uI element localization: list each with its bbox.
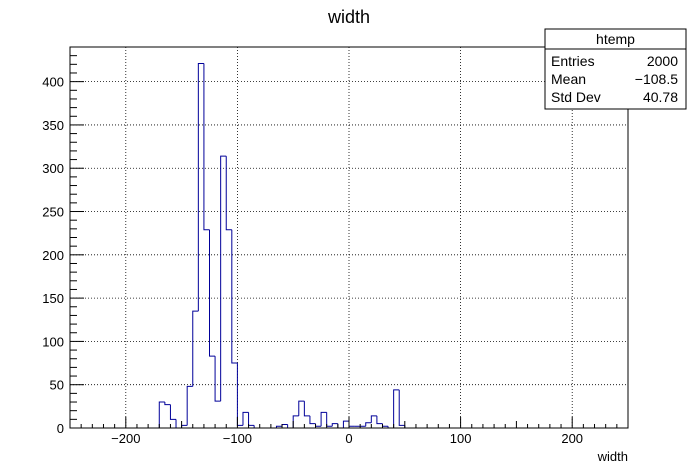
histogram-series xyxy=(158,62,406,429)
x-tick-label-0: −200 xyxy=(111,431,140,446)
y-tick-label-2: 100 xyxy=(42,334,64,349)
histogram-bin-42 xyxy=(393,389,400,428)
histogram-bin-0 xyxy=(158,401,165,428)
y-tick-label-3: 150 xyxy=(42,291,64,306)
stats-box-frame xyxy=(544,28,687,110)
histogram-bin-9 xyxy=(209,229,216,357)
y-tick-label-5: 250 xyxy=(42,205,64,220)
x-tick-label-2: 0 xyxy=(345,431,352,446)
histogram-bin-27 xyxy=(309,415,316,425)
histogram-bin-6 xyxy=(192,310,199,387)
x-tick-label-3: 100 xyxy=(450,431,472,446)
histogram-bin-1 xyxy=(164,402,171,406)
histogram-bin-8 xyxy=(203,63,210,231)
stats-entries-value: 2000 xyxy=(647,53,678,69)
histogram-bin-31 xyxy=(331,423,338,427)
stats-mean-label: Mean xyxy=(551,71,586,87)
histogram-bin-21 xyxy=(275,425,283,428)
histogram-bin-43 xyxy=(398,389,405,426)
x-tick-label-1: −100 xyxy=(223,431,252,446)
plot-frame xyxy=(69,46,629,429)
y-tick-labels: 0 50 100 150 200 250 300 350 400 xyxy=(42,75,64,436)
histogram-bin-7 xyxy=(197,62,204,312)
histogram-bin-29 xyxy=(320,411,327,427)
y-tick-label-4: 200 xyxy=(42,248,64,263)
stats-stddev-value: 40.78 xyxy=(643,89,678,105)
histogram-bin-13 xyxy=(231,229,238,364)
y-tick-label-0: 0 xyxy=(57,421,64,436)
histogram-bin-25 xyxy=(298,400,305,416)
stats-mean-value: −108.5 xyxy=(635,71,678,87)
y-tick-label-1: 50 xyxy=(50,378,64,393)
histogram-bin-37 xyxy=(365,422,372,427)
histogram-bin-12 xyxy=(225,156,232,231)
chart-title: width xyxy=(327,7,370,27)
histogram-bin-38 xyxy=(370,415,377,423)
x-axis-label: width xyxy=(597,449,628,464)
histogram-bin-15 xyxy=(242,411,249,426)
x-tick-labels: −200 −100 0 100 200 xyxy=(111,431,583,446)
stats-box: htemp Entries 2000 Mean −108.5 Std Dev 4… xyxy=(544,28,687,110)
y-tick-label-8: 400 xyxy=(42,75,64,90)
stats-stddev-label: Std Dev xyxy=(551,89,601,105)
axis-ticks xyxy=(69,46,629,429)
y-tick-label-7: 350 xyxy=(42,118,64,133)
stats-box-title: htemp xyxy=(596,31,635,47)
histogram-bin-2 xyxy=(169,404,177,420)
histogram-bin-5 xyxy=(186,385,193,426)
grid-lines xyxy=(70,47,628,428)
histogram-bin-39 xyxy=(376,415,383,425)
histogram-bin-10 xyxy=(214,356,221,402)
histogram-bin-11 xyxy=(220,155,227,402)
y-tick-label-6: 300 xyxy=(42,161,64,176)
stats-entries-label: Entries xyxy=(551,53,595,69)
histogram-bin-26 xyxy=(303,401,310,417)
histogram-bin-33 xyxy=(342,420,349,428)
x-tick-label-4: 200 xyxy=(561,431,583,446)
